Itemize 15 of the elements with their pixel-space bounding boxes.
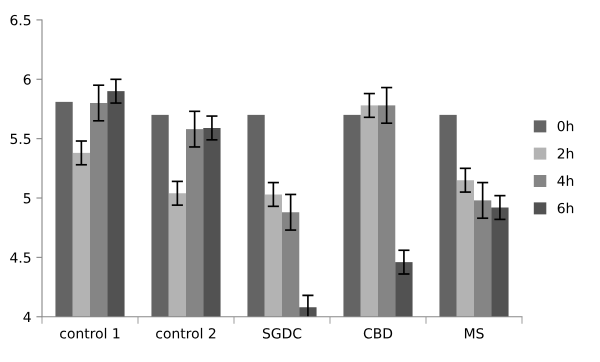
x-tick-label: control 1 [60,328,120,339]
x-tick-label: MS [464,328,484,339]
x-tick-label: SGDC [262,328,302,339]
y-tick-label: 5 [24,193,30,204]
y-tick-label: 4.5 [10,252,30,263]
y-tick-label: 6 [24,74,31,85]
y-tick-label: 6.5 [10,14,30,26]
y-tick-label: 4 [23,312,31,322]
legend-label: 2h [558,148,574,158]
x-tick-label: CBD [364,328,392,339]
y-tick-label: 5.5 [10,134,30,144]
x-tick-label: control 2 [156,328,216,339]
legend-label: 6h [558,202,574,214]
legend-label: 0h [558,120,574,132]
legend-label: 4h [557,175,574,186]
